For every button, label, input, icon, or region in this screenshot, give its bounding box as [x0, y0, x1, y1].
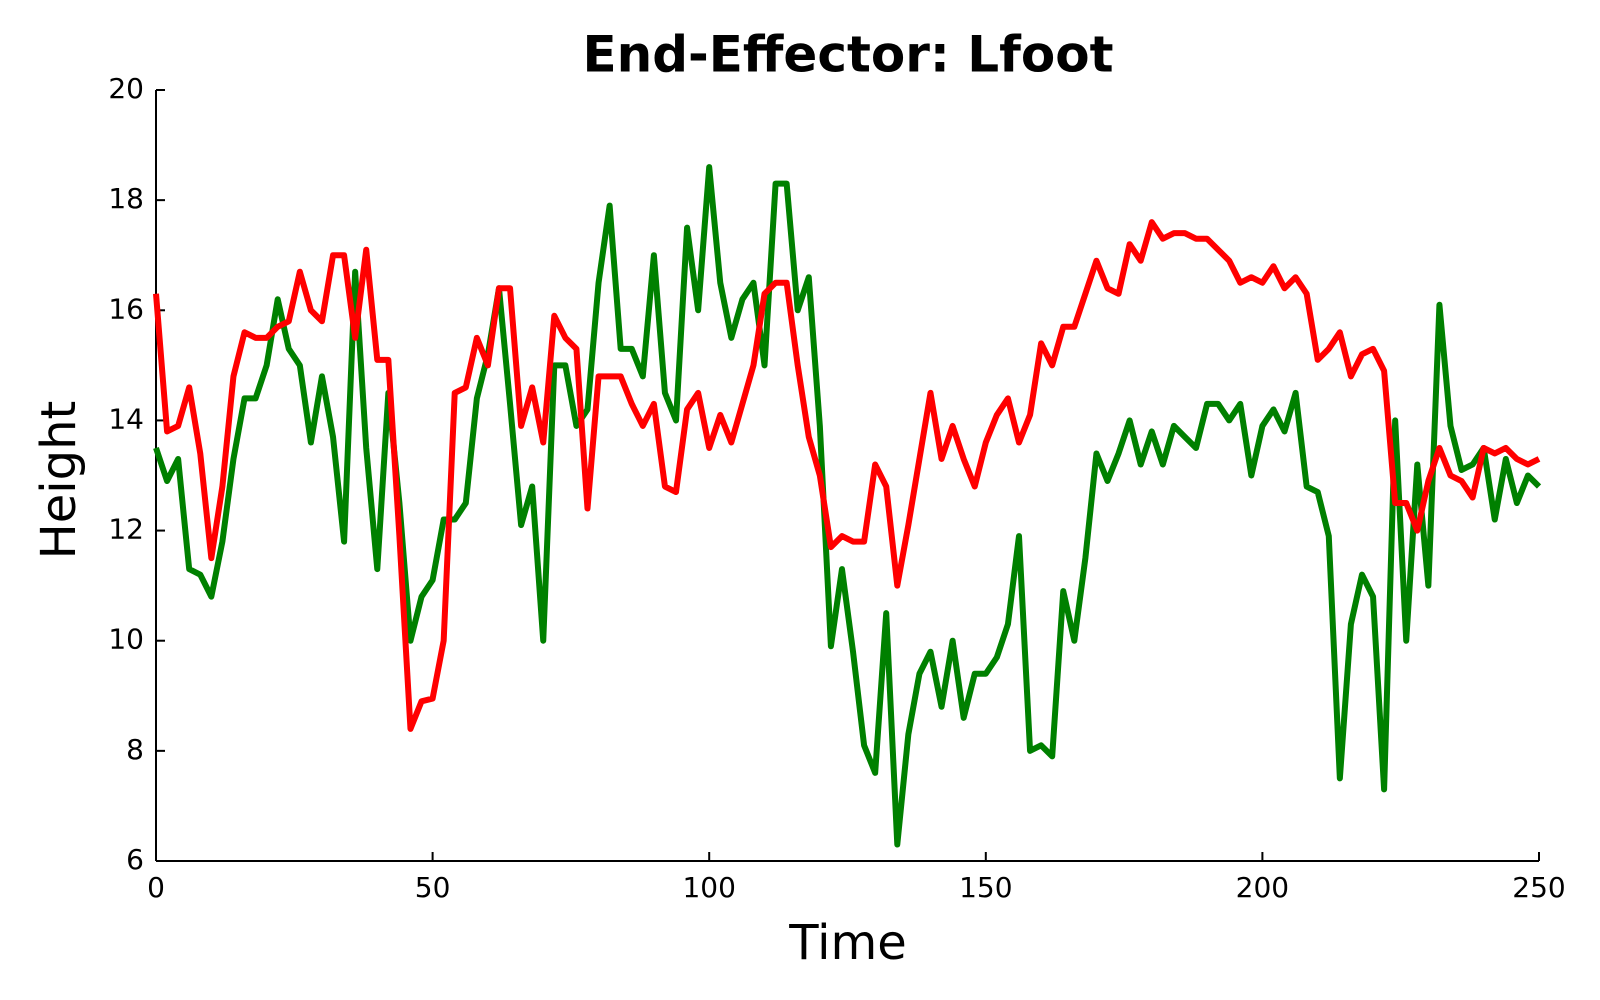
x-tick-label: 100	[682, 871, 735, 904]
x-tick-label: 200	[1236, 871, 1289, 904]
x-tick-label: 0	[147, 871, 165, 904]
x-tick-label: 250	[1512, 871, 1565, 904]
y-tick-label: 16	[108, 292, 144, 325]
y-axis-label: Height	[31, 401, 87, 560]
y-tick-label: 14	[108, 402, 144, 435]
series-line	[153, 164, 1542, 848]
y-tick-label: 20	[108, 72, 144, 105]
series-line	[153, 219, 1541, 732]
y-tick-label: 18	[108, 182, 144, 215]
y-tick-label: 12	[108, 513, 144, 546]
x-axis-label: Time	[788, 915, 906, 971]
y-tick-label: 6	[126, 843, 144, 876]
y-tick-label: 8	[126, 733, 144, 766]
x-tick-label: 150	[959, 871, 1012, 904]
x-tick-label: 50	[415, 871, 451, 904]
chart-title: End-Effector: Lfoot	[582, 26, 1113, 84]
y-tick-label: 10	[108, 623, 144, 656]
